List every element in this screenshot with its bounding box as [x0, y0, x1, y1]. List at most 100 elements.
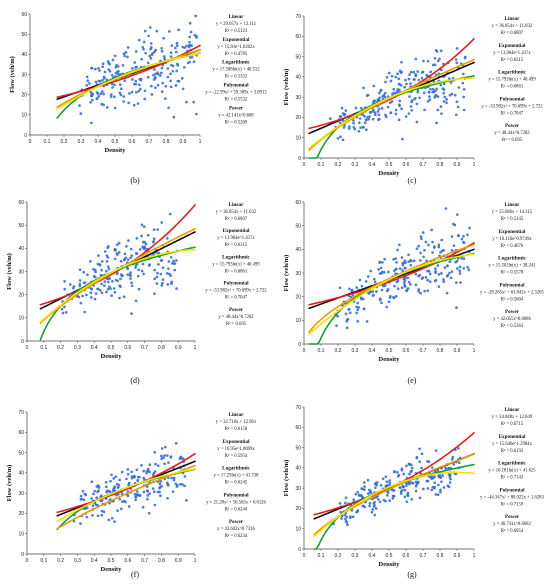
data-point [123, 257, 127, 261]
data-point [167, 267, 170, 271]
data-point [363, 485, 366, 488]
data-point [441, 474, 445, 477]
data-point [430, 488, 434, 492]
data-point [457, 461, 461, 465]
data-point [97, 254, 100, 257]
data-point [160, 90, 164, 94]
data-point [133, 492, 137, 496]
data-point [377, 267, 381, 271]
data-point [131, 78, 134, 81]
legend-name: Linear [229, 14, 245, 20]
data-point [448, 475, 452, 479]
data-point [144, 51, 147, 55]
data-point [396, 287, 400, 291]
data-point [442, 91, 446, 95]
data-point [462, 95, 465, 99]
data-point [148, 492, 152, 496]
data-point [134, 79, 138, 83]
x-tick-label: 0.4 [95, 139, 102, 145]
data-point [385, 75, 389, 79]
data-point [363, 115, 366, 118]
legend-equation: y = -22.99x² + 59.389x + 3.8913 [205, 89, 267, 95]
data-point [368, 501, 372, 505]
x-tick-label: 0.8 [437, 162, 444, 168]
data-point [93, 67, 97, 71]
data-point [442, 248, 446, 252]
data-point [462, 108, 466, 112]
data-point [97, 95, 101, 98]
data-point [126, 472, 130, 476]
x-tick-label: 0.5 [386, 553, 393, 559]
data-point [456, 267, 459, 270]
data-point [102, 284, 106, 288]
y-tick-label: 10 [18, 532, 24, 538]
data-point [345, 515, 349, 519]
data-point [125, 477, 128, 481]
y-tick-label: 0 [298, 156, 301, 162]
data-point [110, 73, 114, 77]
data-point [455, 47, 459, 50]
data-point [188, 21, 192, 25]
data-point [136, 478, 140, 482]
legend-equation: y = 15.91e^1.0262x [217, 45, 255, 50]
legend-name: Exponential [499, 229, 526, 235]
data-point [111, 86, 114, 89]
data-point [109, 479, 112, 483]
data-point [88, 82, 91, 85]
data-point [107, 518, 111, 522]
data-point [447, 473, 451, 477]
data-point [421, 70, 425, 74]
data-point [438, 57, 441, 61]
legend-equation: y = 36.054x + 11.032 [492, 24, 533, 29]
data-point [353, 127, 357, 131]
y-tick-label: 10 [18, 316, 24, 322]
data-point [346, 523, 349, 527]
data-point [394, 257, 397, 260]
data-point [100, 260, 104, 263]
data-point [396, 88, 399, 91]
data-point [434, 449, 438, 452]
data-point [398, 267, 402, 270]
data-point [99, 92, 103, 96]
data-point [78, 268, 82, 272]
data-point [140, 223, 144, 227]
legend-name: Polynomial [499, 282, 525, 288]
data-point [169, 85, 173, 89]
legend-equation: y = 15.793ln(x) + 40.499 [488, 78, 536, 83]
data-point [130, 254, 134, 257]
data-point [98, 262, 101, 266]
y-tick-label: 60 [18, 430, 24, 436]
data-point [448, 93, 452, 97]
data-point [192, 100, 196, 104]
data-point [82, 270, 86, 274]
data-point [394, 267, 398, 271]
data-point [144, 242, 148, 246]
x-tick-label: 0.2 [57, 558, 64, 564]
data-point [63, 305, 66, 309]
data-point [372, 99, 376, 103]
data-point [345, 318, 349, 322]
chart-panel: 0 0.1 0.2 0.3 0.4 0.5 0.6 0.7 0.8 0.9 101020304050… [6, 200, 267, 385]
data-point [427, 269, 431, 273]
data-point [107, 267, 111, 271]
data-point [454, 281, 458, 284]
data-point [397, 103, 401, 107]
data-point [430, 477, 433, 481]
data-point [380, 288, 384, 292]
y-tick-label: 50 [21, 32, 27, 38]
y-tick-label: 0 [24, 133, 27, 139]
data-point [138, 87, 142, 91]
data-point [367, 492, 370, 495]
data-point [153, 50, 156, 54]
data-point [348, 287, 351, 291]
data-point [466, 233, 469, 237]
data-point [344, 312, 348, 316]
legend-r2: R² = 0.5123 [225, 28, 248, 34]
data-point [134, 498, 138, 502]
data-point [180, 77, 184, 80]
data-point [113, 485, 116, 489]
data-point [168, 272, 171, 276]
data-point [406, 491, 410, 495]
data-point [104, 485, 108, 489]
